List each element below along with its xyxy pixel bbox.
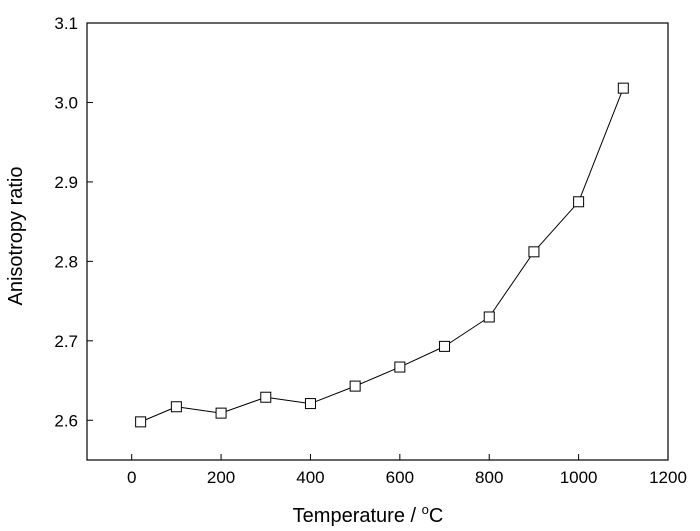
data-point-marker [260, 391, 272, 403]
y-tick-label: 2.7 [54, 332, 78, 351]
y-tick-label: 3.0 [54, 93, 78, 112]
series-line-segment [533, 201, 579, 253]
data-point-marker [135, 416, 147, 428]
data-point-marker [617, 82, 629, 94]
data-point-marker [304, 398, 316, 410]
series-line-segment [488, 251, 535, 318]
x-tick-label: 600 [386, 468, 414, 487]
data-point-marker [215, 407, 227, 419]
series-line-segment [176, 406, 222, 414]
degree-superscript: o [422, 502, 429, 517]
y-tick-label: 2.6 [54, 411, 78, 430]
series-line-segment [578, 87, 624, 202]
x-axis-title: Temperature / oC [293, 502, 444, 527]
x-tick-label: 0 [127, 468, 136, 487]
data-series [135, 82, 629, 428]
x-tick-label: 800 [475, 468, 503, 487]
series-line-segment [399, 345, 445, 368]
x-tick-label: 1000 [560, 468, 598, 487]
data-point-marker [573, 196, 585, 208]
data-point-marker [439, 340, 451, 352]
series-line-segment [310, 385, 356, 405]
data-point-marker [483, 311, 495, 323]
data-point-marker [394, 361, 406, 373]
series-line-segment [444, 316, 490, 347]
series-line-segment [265, 396, 311, 405]
y-tick-label: 2.8 [54, 252, 78, 271]
x-tick-label: 200 [207, 468, 235, 487]
x-axis-ticks: 0 200 400 600 800 1000 1200 [127, 454, 687, 487]
data-point-marker [349, 380, 361, 392]
data-point-marker [528, 246, 540, 258]
x-tick-label: 1200 [649, 468, 687, 487]
y-axis-title: Anisotropy ratio [5, 167, 27, 306]
x-tick-label: 400 [296, 468, 324, 487]
y-axis-ticks: 2.6 2.7 2.8 2.9 3.0 3.1 [54, 14, 93, 430]
series-line-segment [354, 366, 401, 387]
y-tick-label: 2.9 [54, 173, 78, 192]
y-tick-label: 3.1 [54, 14, 78, 33]
plot-frame [86, 22, 669, 461]
data-point-marker [170, 401, 182, 413]
series-line-segment [140, 406, 177, 423]
series-line-segment [220, 396, 266, 414]
